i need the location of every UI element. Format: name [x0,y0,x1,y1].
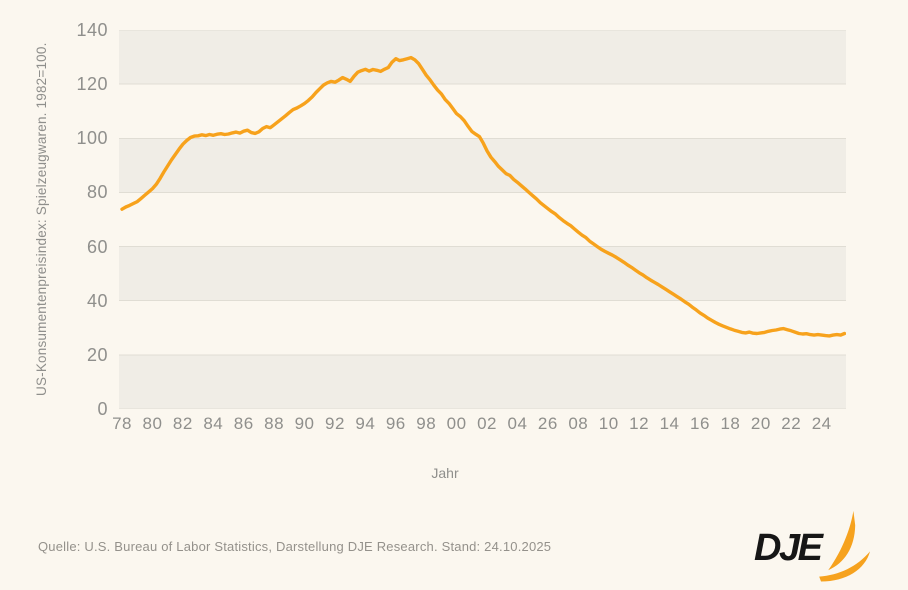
band [119,354,846,409]
x-tick-label: 24 [811,414,832,433]
source-note: Quelle: U.S. Bureau of Labor Statistics,… [38,539,552,554]
band [119,30,846,85]
x-tick-label: 04 [507,414,528,433]
x-tick-label: 82 [172,414,193,433]
x-tick-label: 08 [568,414,589,433]
x-tick-label: 78 [112,414,132,433]
x-tick-label: 14 [659,414,680,433]
x-tick-label: 84 [203,414,224,433]
dje-logo: DJE [754,510,904,583]
sail-icon [819,510,871,582]
x-tick-label: 90 [294,414,315,433]
x-tick-label: 22 [781,414,802,433]
x-tick-label: 16 [690,414,710,433]
x-tick-label: 10 [598,414,619,433]
x-tick-label: 18 [720,414,741,433]
y-tick-label: 100 [76,128,108,149]
x-tick-label: 12 [629,414,650,433]
x-tick-label: 00 [446,414,467,433]
x-tick-label: 20 [750,414,771,433]
y-tick-label: 120 [76,74,108,95]
x-tick-label: 80 [142,414,163,433]
x-tick-label: 98 [416,414,437,433]
y-tick-label: 60 [86,236,108,257]
y-tick-label: 40 [86,290,108,311]
plot-area [119,30,846,409]
x-tick-label: 26 [537,414,558,433]
x-tick-label: 96 [385,414,406,433]
y-tick-label: 20 [86,344,108,365]
x-axis-title: Jahr [431,465,459,481]
x-tick-label: 86 [233,414,254,433]
y-axis-title: US-Konsumentenpreisindex: Spielzeugwaren… [34,42,49,397]
x-tick-label: 92 [325,414,345,433]
band [119,246,846,301]
x-tick-label: 02 [477,414,498,433]
y-tick-label: 80 [86,182,108,203]
y-tick-label: 0 [97,399,108,419]
cpi-line [120,55,846,338]
band [119,138,846,193]
y-tick-label: 140 [76,20,108,40]
x-tick-label: 94 [355,414,376,433]
dje-logo-text: DJE [754,527,823,569]
x-tick-label: 88 [264,414,285,433]
